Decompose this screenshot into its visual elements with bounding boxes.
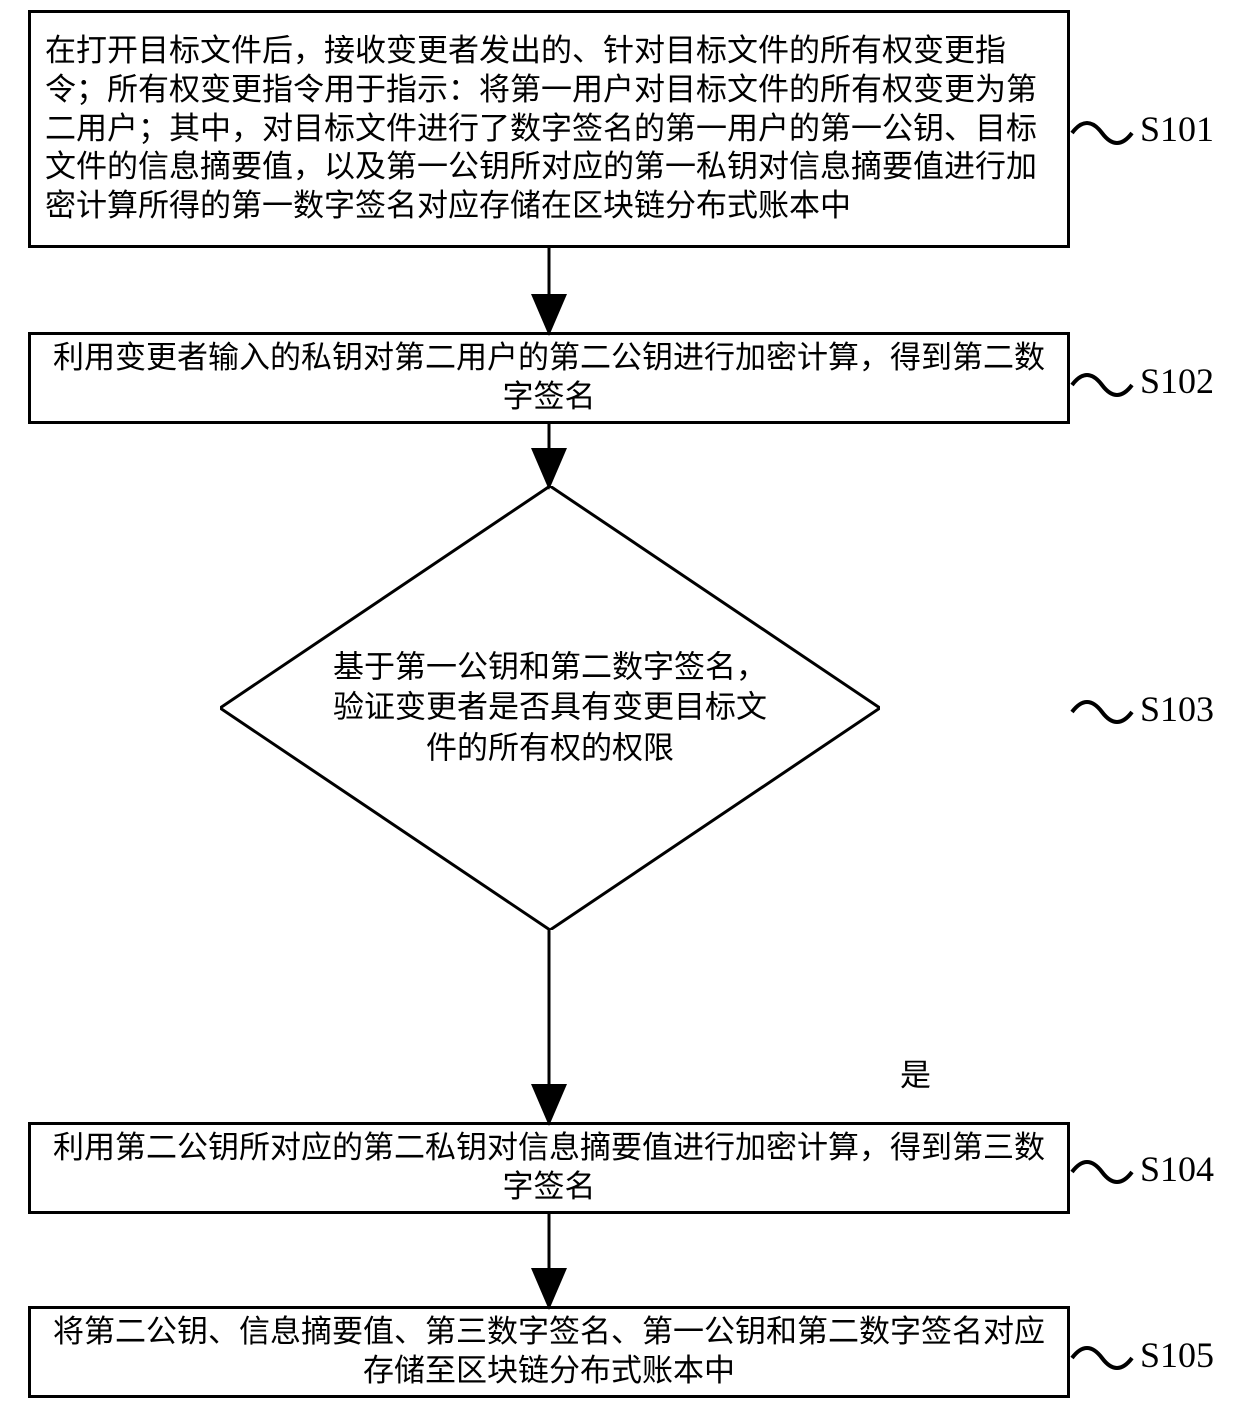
step-s105-text: 将第二公钥、信息摘要值、第三数字签名、第一公钥和第二数字签名对应存储至区块链分布…: [45, 1313, 1053, 1391]
step-s101-box: 在打开目标文件后，接收变更者发出的、针对目标文件的所有权变更指令；所有权变更指令…: [28, 10, 1070, 248]
tilde-5-icon: [1072, 1348, 1132, 1368]
tilde-1-icon: [1072, 123, 1132, 143]
step-s104-box: 利用第二公钥所对应的第二私钥对信息摘要值进行加密计算，得到第三数字签名: [28, 1122, 1070, 1214]
step-s104-text: 利用第二公钥所对应的第二私钥对信息摘要值进行加密计算，得到第三数字签名: [45, 1129, 1053, 1207]
tilde-2-icon: [1072, 375, 1132, 395]
step-s105-box: 将第二公钥、信息摘要值、第三数字签名、第一公钥和第二数字签名对应存储至区块链分布…: [28, 1306, 1070, 1398]
step-s103-diamond: 基于第一公钥和第二数字签名，验证变更者是否具有变更目标文件的所有权的权限: [220, 486, 880, 930]
step-s101-text: 在打开目标文件后，接收变更者发出的、针对目标文件的所有权变更指令；所有权变更指令…: [45, 32, 1053, 226]
tilde-4-icon: [1072, 1162, 1132, 1182]
step-s103-text: 基于第一公钥和第二数字签名，验证变更者是否具有变更目标文件的所有权的权限: [319, 648, 781, 769]
step-s102-box: 利用变更者输入的私钥对第二用户的第二公钥进行加密计算，得到第二数字签名: [28, 332, 1070, 424]
step-s101-label: S101: [1140, 108, 1214, 150]
tilde-3-icon: [1072, 702, 1132, 722]
edge-yes-label: 是: [900, 1050, 931, 1095]
flowchart-canvas: 在打开目标文件后，接收变更者发出的、针对目标文件的所有权变更指令；所有权变更指令…: [0, 0, 1240, 1417]
step-s104-label: S104: [1140, 1148, 1214, 1190]
step-s102-text: 利用变更者输入的私钥对第二用户的第二公钥进行加密计算，得到第二数字签名: [45, 339, 1053, 417]
step-s102-label: S102: [1140, 360, 1214, 402]
step-s105-label: S105: [1140, 1334, 1214, 1376]
step-s103-label: S103: [1140, 688, 1214, 730]
